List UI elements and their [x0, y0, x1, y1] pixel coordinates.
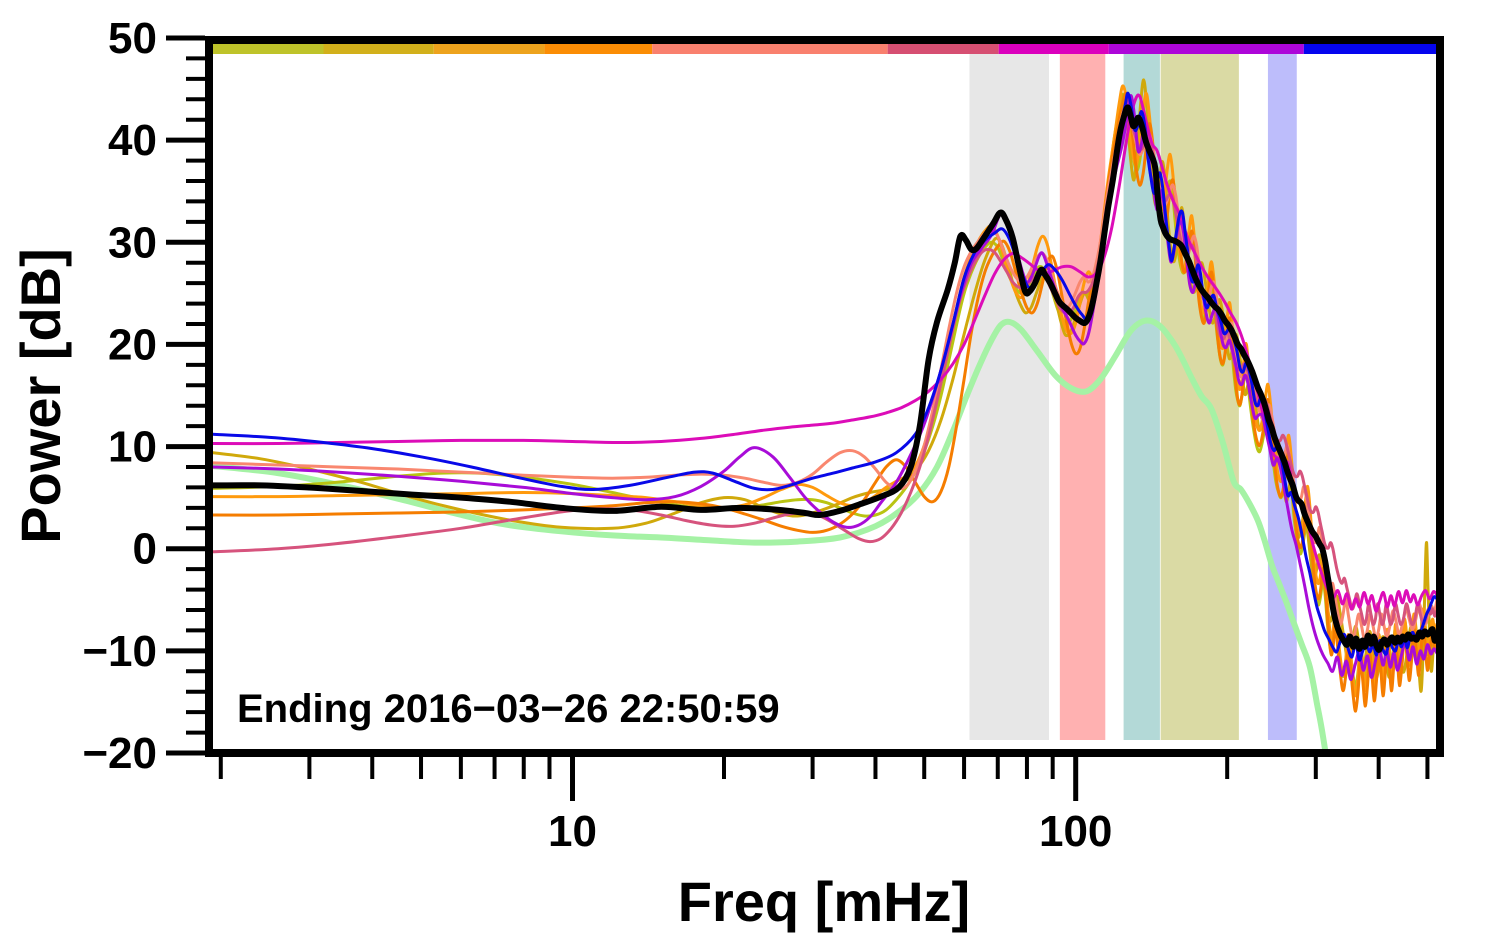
y-tick-label-50: 50	[108, 14, 157, 63]
y-tick-label--10: −10	[82, 627, 157, 676]
y-tick-label-0: 0	[133, 525, 157, 574]
y-tick-label-20: 20	[108, 320, 157, 369]
curve-reference-lightgreen	[213, 317, 1329, 749]
colorbar-segment-7	[1108, 44, 1304, 54]
colorbar-segment-3	[544, 44, 653, 54]
axis-tick-labels: −20 −10 0 10 20 30 40 50 10 100	[82, 14, 1112, 856]
axis-ticks	[166, 35, 1430, 801]
colorbar-segment-0	[213, 44, 324, 54]
spectra-curves	[213, 78, 1436, 749]
colorbar-segment-4	[652, 44, 888, 54]
plot-frame	[205, 36, 1444, 757]
x-axis-title: Freq [mHz]	[678, 870, 970, 933]
time-segment-colorbar	[213, 44, 1436, 54]
colorbar-segment-5	[887, 44, 999, 54]
y-tick-label-10: 10	[108, 423, 157, 472]
colorbar-segment-8	[1303, 44, 1436, 54]
curve-segment-magenta	[213, 93, 1436, 613]
band-lavender	[1267, 54, 1297, 740]
y-tick-label-40: 40	[108, 116, 157, 165]
curve-mean-black	[213, 104, 1436, 653]
colorbar-segment-6	[998, 44, 1109, 54]
band-pink	[1059, 54, 1106, 740]
band-gray	[969, 54, 1050, 740]
y-tick-label-30: 30	[108, 218, 157, 267]
ending-time-annotation: Ending 2016−03−26 22:50:59	[237, 687, 780, 731]
y-axis-title: Power [dB]	[9, 248, 72, 544]
x-tick-label-100: 100	[1039, 807, 1112, 856]
x-tick-label-10: 10	[548, 807, 597, 856]
colorbar-segment-1	[323, 44, 434, 54]
colorbar-segment-2	[433, 44, 545, 54]
frequency-bands	[969, 54, 1297, 740]
y-tick-label--20: −20	[82, 729, 157, 778]
